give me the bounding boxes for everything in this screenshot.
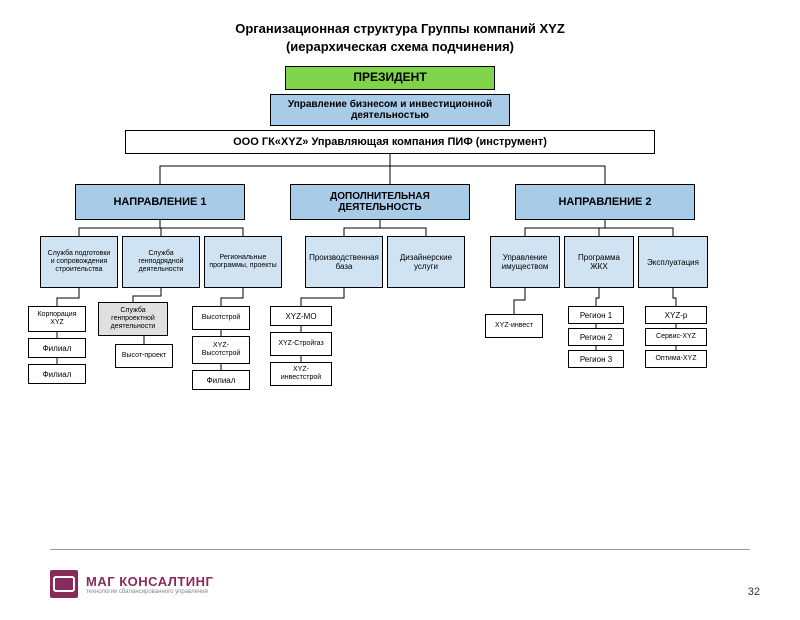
org-box-l_d1a_2: Филиал <box>28 338 86 358</box>
org-box-l_d2c_2: Сервис-XYZ <box>645 328 707 346</box>
org-box-l_d2b_3: Регион 3 <box>568 350 624 368</box>
org-box-dir_extra: ДОПОЛНИТЕЛЬНАЯ ДЕЯТЕЛЬНОСТЬ <box>290 184 470 220</box>
org-box-l_d1c_3: Филиал <box>192 370 250 390</box>
org-box-l_d1a_3: Филиал <box>28 364 86 384</box>
org-box-l_d1c_2: XYZ-Высотстрой <box>192 336 250 364</box>
page-number: 32 <box>748 586 760 598</box>
org-box-d2a: Управление имуществом <box>490 236 560 288</box>
org-box-l_d2b_1: Регион 1 <box>568 306 624 324</box>
org-box-l_dea_3: XYZ-инвестстрой <box>270 362 332 386</box>
org-box-president: ПРЕЗИДЕНТ <box>285 66 495 90</box>
org-box-dir1: НАПРАВЛЕНИЕ 1 <box>75 184 245 220</box>
org-box-l_dea_2: XYZ-Стройгаз <box>270 332 332 356</box>
logo-tagline: технологии сбалансированного управления <box>86 589 213 595</box>
org-box-l_dea_1: XYZ-МО <box>270 306 332 326</box>
org-box-l_d1c_1: Высотстрой <box>192 306 250 330</box>
org-box-l_d1b_1: Высот-проект <box>115 344 173 368</box>
org-box-holding: ООО ГК«XYZ» Управляющая компания ПИФ (ин… <box>125 130 655 154</box>
org-box-l_d2c_3: Оптима-XYZ <box>645 350 707 368</box>
logo-text: МАГ КОНСАЛТИНГ технологии сбалансированн… <box>86 574 213 595</box>
org-box-d2c: Эксплуатация <box>638 236 708 288</box>
org-box-mgmt: Управление бизнесом и инвестиционной дея… <box>270 94 510 126</box>
logo: МАГ КОНСАЛТИНГ технологии сбалансированн… <box>50 570 213 598</box>
org-box-dea: Производственная база <box>305 236 383 288</box>
org-box-l_d1a_1: Корпорация XYZ <box>28 306 86 332</box>
org-box-l_d2b_2: Регион 2 <box>568 328 624 346</box>
org-box-l_d1b_g: Служба генпроектной деятельности <box>98 302 168 336</box>
org-box-dir2: НАПРАВЛЕНИЕ 2 <box>515 184 695 220</box>
org-box-d1a: Служба подготовки и сопровождения строит… <box>40 236 118 288</box>
org-box-d2b: Программа ЖКХ <box>564 236 634 288</box>
org-box-d1b: Служба генподрядной деятельности <box>122 236 200 288</box>
org-box-d1c: Региональные программы, проекты <box>204 236 282 288</box>
title-line-2: (иерархическая схема подчинения) <box>0 38 800 56</box>
org-box-deb: Дизайнерские услуги <box>387 236 465 288</box>
org-chart: ПРЕЗИДЕНТ Управление бизнесом и инвестици… <box>20 66 780 496</box>
org-box-l_d2a_1: XYZ-инвест <box>485 314 543 338</box>
logo-title: МАГ КОНСАЛТИНГ <box>86 574 213 589</box>
page-title: Организационная структура Группы компани… <box>0 20 800 56</box>
org-box-l_d2c_1: XYZ-р <box>645 306 707 324</box>
title-line-1: Организационная структура Группы компани… <box>0 20 800 38</box>
logo-icon <box>50 570 78 598</box>
footer-divider <box>50 549 750 550</box>
